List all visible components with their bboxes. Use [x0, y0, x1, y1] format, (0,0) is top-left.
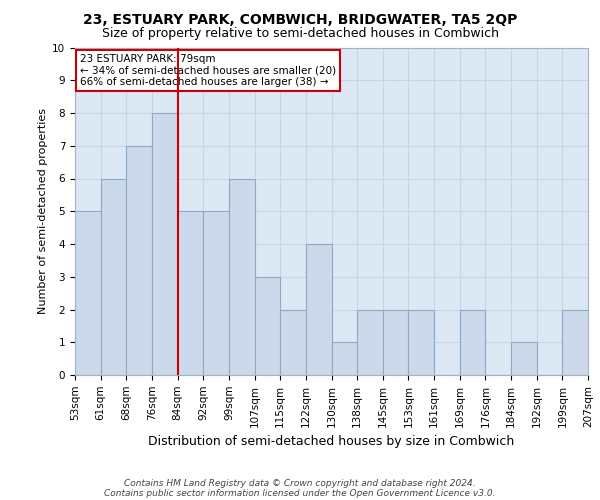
Bar [460, 310, 485, 375]
Bar [152, 113, 178, 375]
Bar [357, 310, 383, 375]
Text: Size of property relative to semi-detached houses in Combwich: Size of property relative to semi-detach… [101, 28, 499, 40]
Bar [203, 211, 229, 375]
Y-axis label: Number of semi-detached properties: Number of semi-detached properties [38, 108, 48, 314]
Bar [75, 211, 101, 375]
Bar [280, 310, 306, 375]
Bar [409, 310, 434, 375]
Text: 23 ESTUARY PARK: 79sqm
← 34% of semi-detached houses are smaller (20)
66% of sem: 23 ESTUARY PARK: 79sqm ← 34% of semi-det… [80, 54, 336, 87]
Bar [562, 310, 588, 375]
Text: Contains HM Land Registry data © Crown copyright and database right 2024.: Contains HM Land Registry data © Crown c… [124, 478, 476, 488]
Bar [127, 146, 152, 375]
Text: Contains public sector information licensed under the Open Government Licence v3: Contains public sector information licen… [104, 488, 496, 498]
Bar [229, 178, 254, 375]
Bar [306, 244, 331, 375]
Bar [383, 310, 409, 375]
Bar [254, 277, 280, 375]
Text: 23, ESTUARY PARK, COMBWICH, BRIDGWATER, TA5 2QP: 23, ESTUARY PARK, COMBWICH, BRIDGWATER, … [83, 12, 517, 26]
X-axis label: Distribution of semi-detached houses by size in Combwich: Distribution of semi-detached houses by … [148, 435, 515, 448]
Bar [178, 211, 203, 375]
Bar [331, 342, 357, 375]
Bar [511, 342, 537, 375]
Bar [101, 178, 127, 375]
